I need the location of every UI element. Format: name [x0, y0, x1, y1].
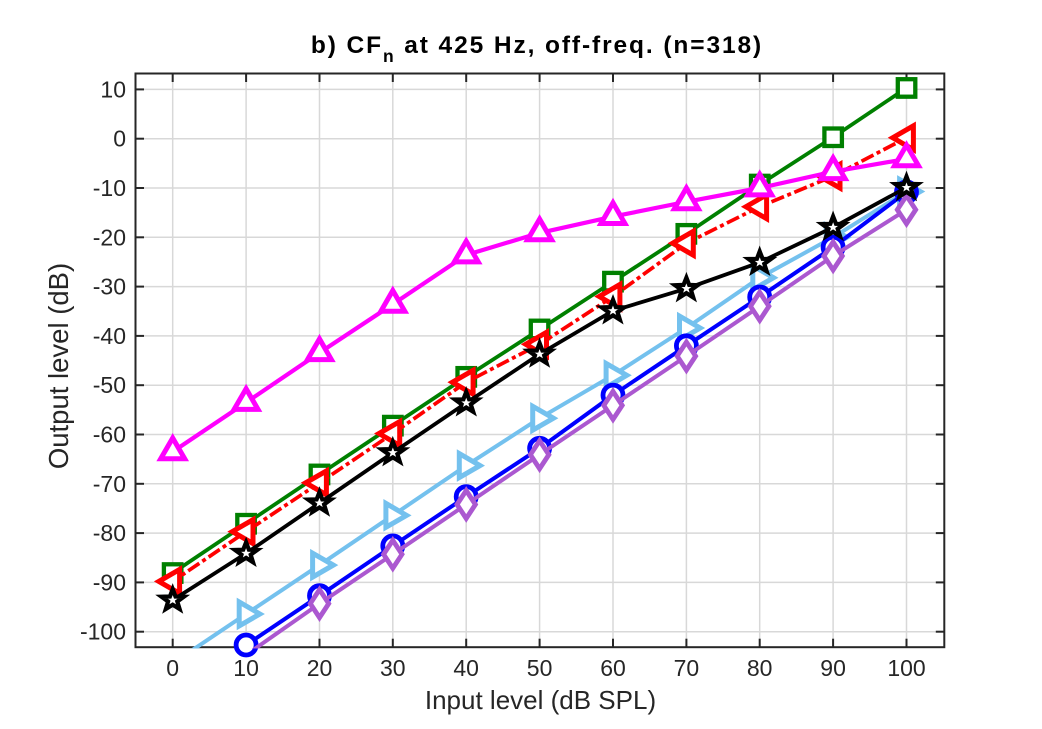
svg-text:-50: -50	[93, 372, 126, 398]
svg-text:100: 100	[887, 655, 925, 681]
svg-text:60: 60	[600, 655, 626, 681]
svg-text:-40: -40	[93, 323, 126, 349]
svg-text:-10: -10	[93, 175, 126, 201]
svg-text:50: 50	[527, 655, 553, 681]
svg-text:-80: -80	[93, 520, 126, 546]
svg-text:90: 90	[820, 655, 846, 681]
svg-text:-90: -90	[93, 569, 126, 595]
svg-text:0: 0	[166, 655, 179, 681]
svg-text:Output level (dB): Output level (dB)	[43, 263, 74, 469]
svg-text:70: 70	[674, 655, 700, 681]
svg-text:80: 80	[747, 655, 773, 681]
svg-text:30: 30	[380, 655, 406, 681]
svg-text:-70: -70	[93, 471, 126, 497]
svg-text:Input level (dB SPL): Input level (dB SPL)	[425, 685, 656, 715]
svg-text:-20: -20	[93, 224, 126, 250]
svg-text:-100: -100	[80, 619, 126, 645]
svg-text:-30: -30	[93, 274, 126, 300]
svg-text:10: 10	[233, 655, 259, 681]
svg-text:10: 10	[100, 76, 126, 102]
svg-text:20: 20	[307, 655, 333, 681]
svg-text:40: 40	[453, 655, 479, 681]
svg-text:-60: -60	[93, 422, 126, 448]
svg-text:0: 0	[113, 126, 126, 152]
